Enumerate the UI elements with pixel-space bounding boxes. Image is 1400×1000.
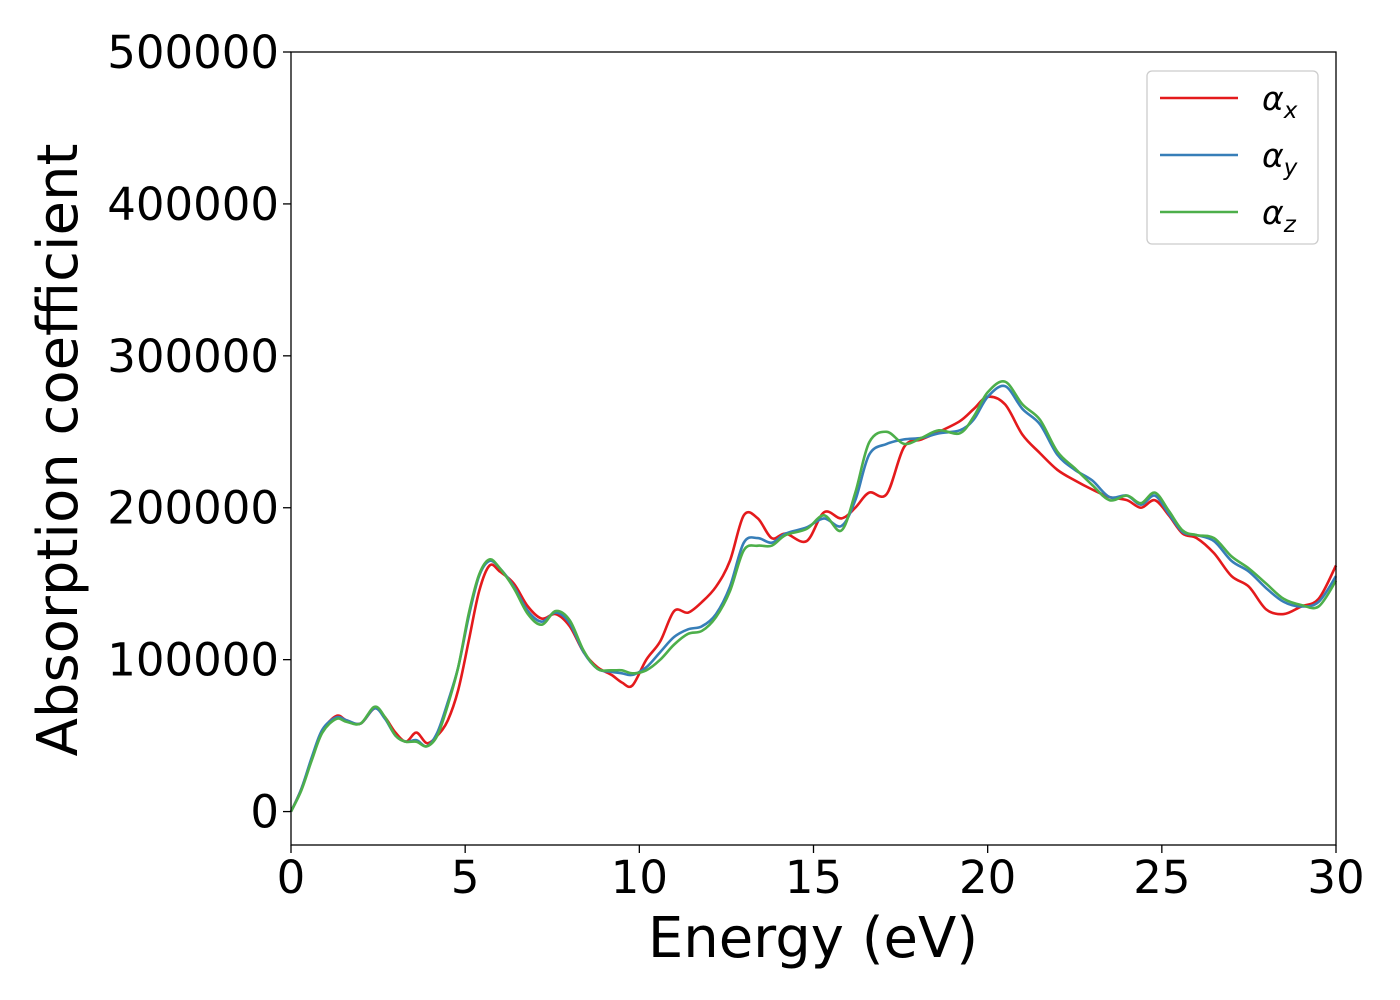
legend-label-y: αy xyxy=(1262,136,1298,181)
legend-label-x: αx xyxy=(1262,79,1298,124)
x-axis-title: Energy (eV) xyxy=(648,906,978,971)
series-line-z xyxy=(289,380,1338,813)
x-tick-label: 0 xyxy=(277,851,306,904)
legend-box xyxy=(1146,70,1319,245)
y-tick-label: 400000 xyxy=(107,178,279,231)
y-tick-label: 200000 xyxy=(107,482,279,535)
series-line-x xyxy=(289,395,1338,813)
x-tick-label: 30 xyxy=(1307,851,1364,904)
x-tick-label: 25 xyxy=(1133,851,1190,904)
x-tick-label: 10 xyxy=(611,851,668,904)
y-tick-label: 100000 xyxy=(107,634,279,687)
ticks-layer: 0 5 10 15 20 25 30 0 100000 200000 300000 400000 500… xyxy=(107,26,1364,904)
y-tick-label: 0 xyxy=(250,786,279,839)
legend: αx αy αz xyxy=(1146,70,1319,245)
y-tick-label: 500000 xyxy=(107,26,279,79)
y-tick-label: 300000 xyxy=(107,330,279,383)
legend-label-z: αz xyxy=(1262,193,1297,238)
y-axis-title: Absorption coefficient xyxy=(26,144,91,757)
x-tick-label: 20 xyxy=(959,851,1016,904)
series-layer xyxy=(289,380,1338,813)
x-tick-label: 5 xyxy=(451,851,480,904)
x-tick-label: 15 xyxy=(785,851,842,904)
